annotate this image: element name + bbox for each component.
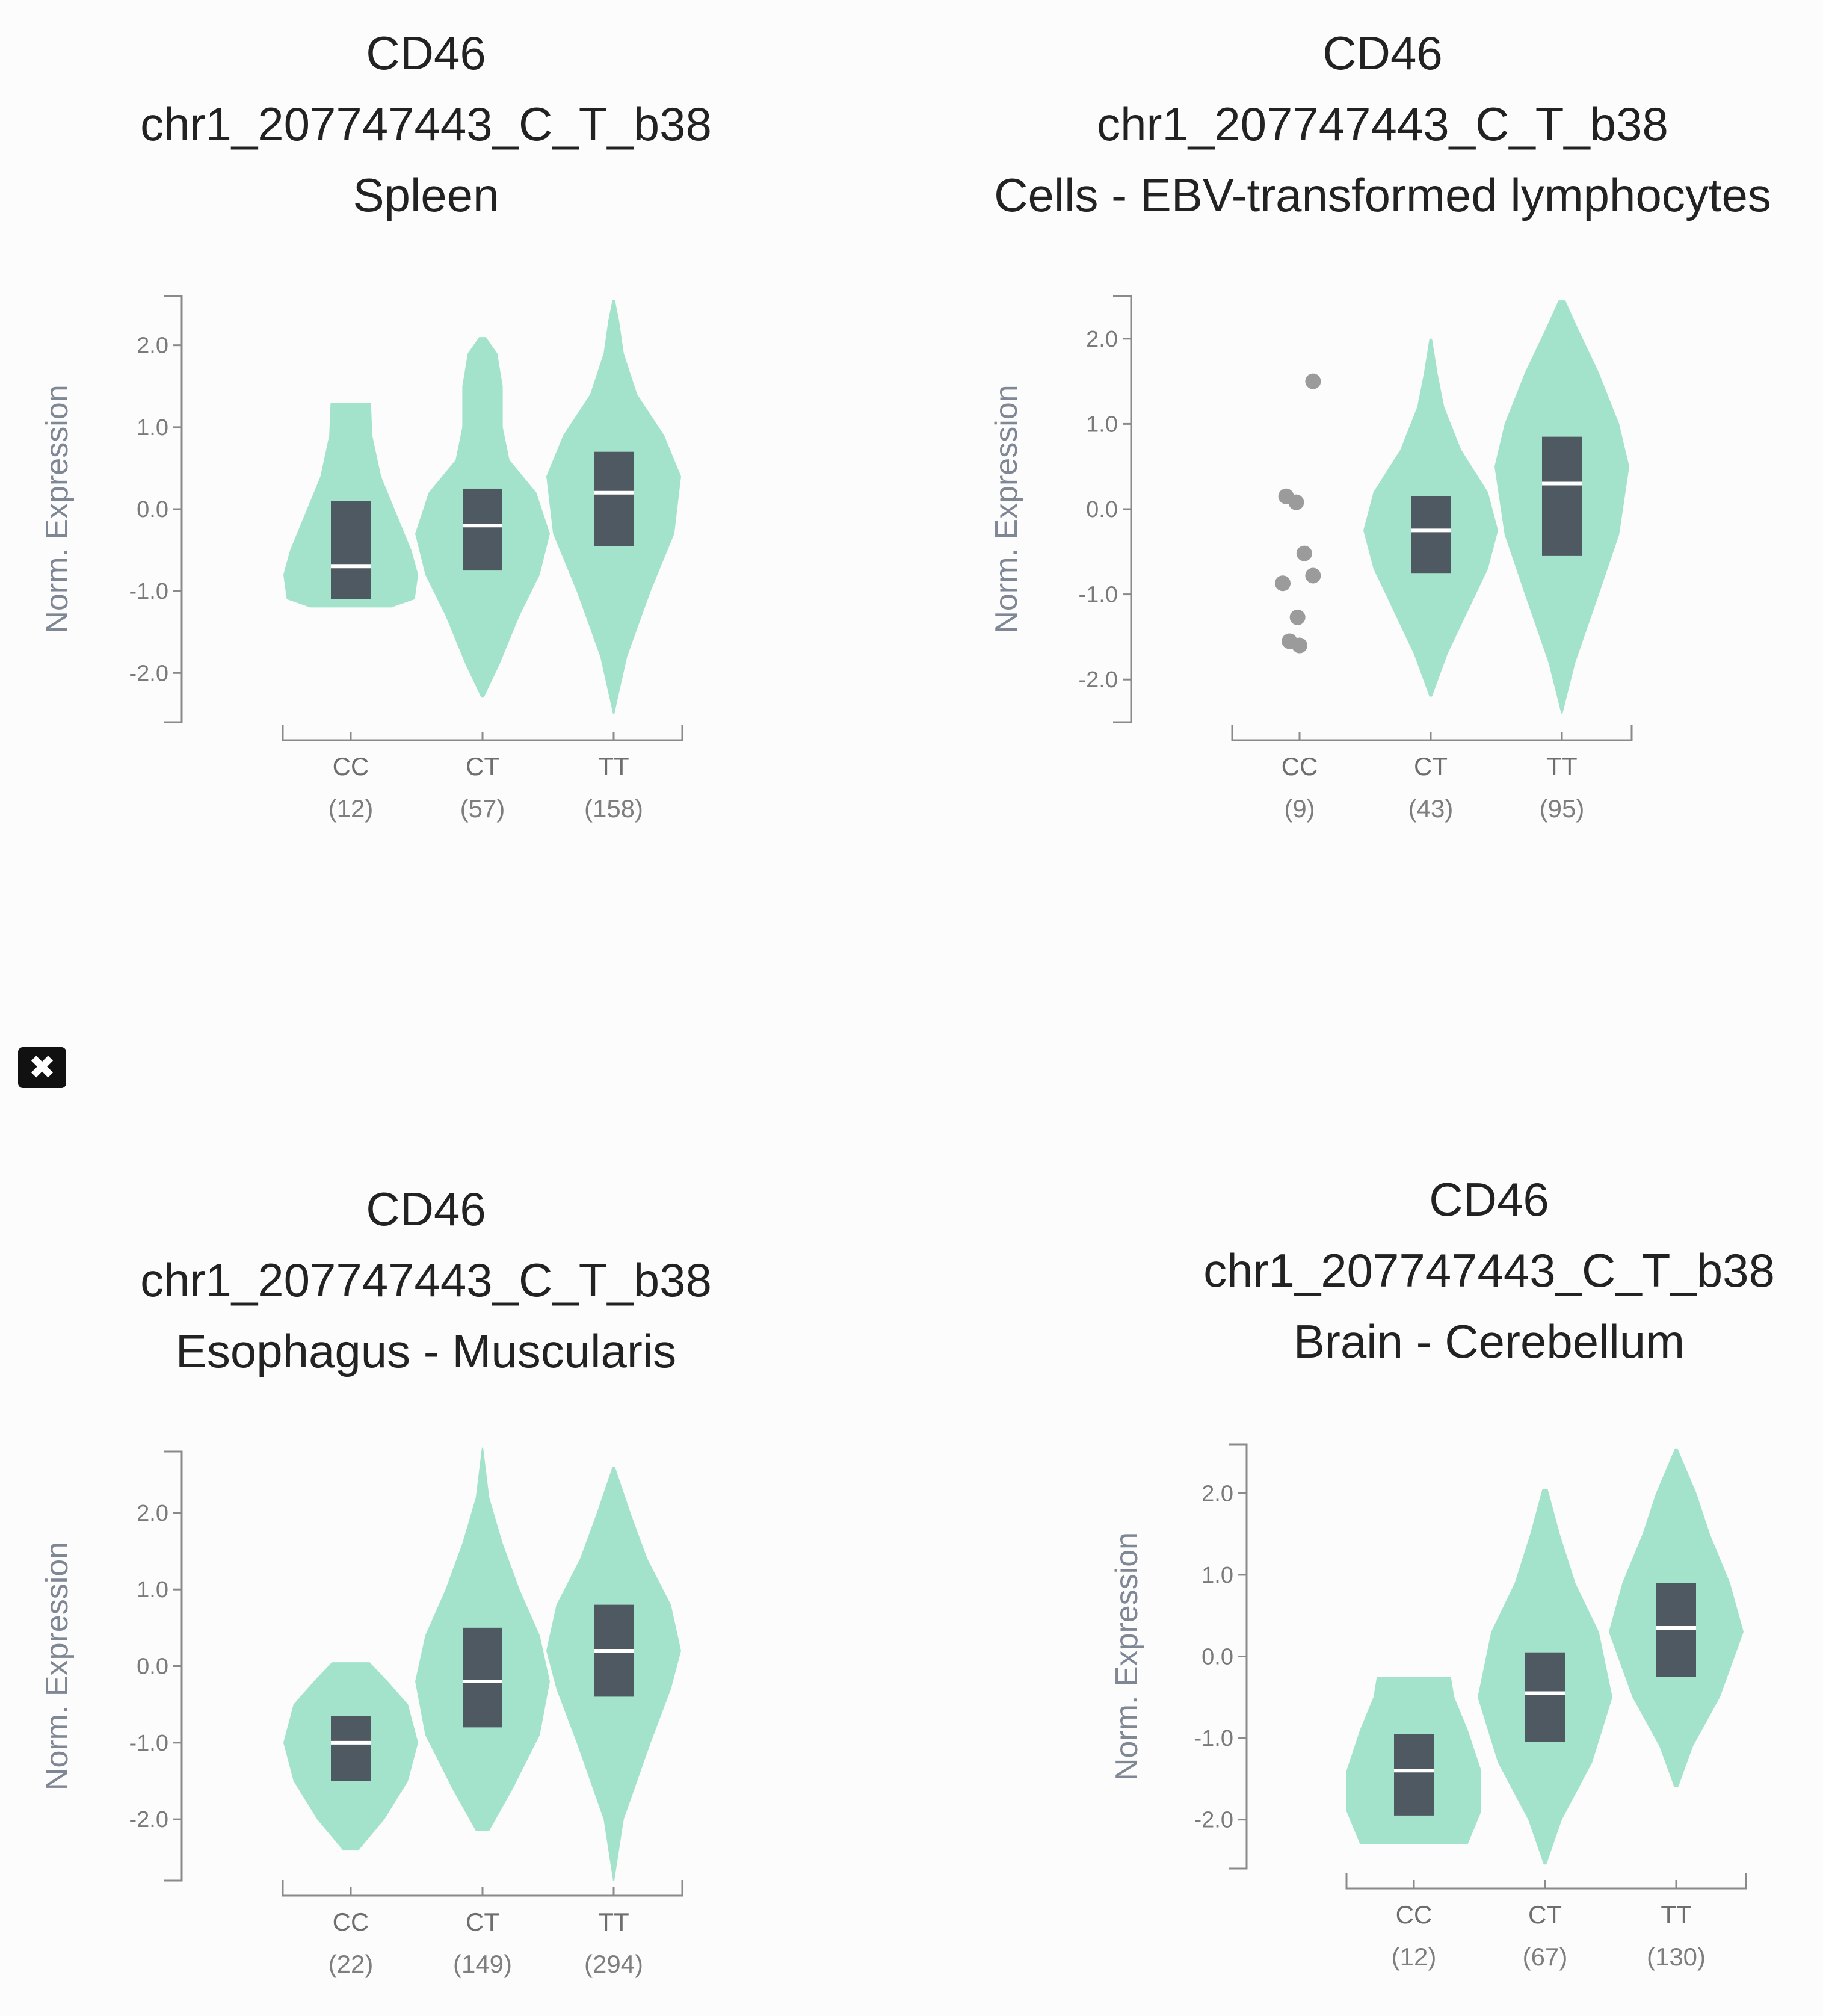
x-tick-label: TT (598, 1908, 629, 1936)
y-tick-label: -2.0 (1194, 1808, 1233, 1833)
y-tick-label: -2.0 (129, 661, 168, 686)
chart-title-gene: CD46 (1322, 26, 1442, 79)
y-tick-label: -1.0 (129, 579, 168, 604)
y-tick-label: 1.0 (137, 1577, 168, 1603)
y-tick-label: 0.0 (1201, 1645, 1233, 1670)
sample-count-label: (95) (1540, 794, 1585, 823)
close-button[interactable]: ✖ (18, 1047, 66, 1088)
y-axis-label: Norm. Expression (989, 385, 1024, 633)
box-CT (1411, 496, 1451, 574)
outlier-point (1296, 545, 1312, 561)
sample-count-label: (12) (1392, 1943, 1437, 1971)
x-tick-label: CT (466, 752, 499, 781)
y-tick-label: 2.0 (1201, 1481, 1233, 1506)
x-tick-label: CT (466, 1908, 499, 1936)
box-TT (1542, 436, 1582, 556)
y-tick-label: -1.0 (129, 1731, 168, 1756)
outlier-point (1305, 373, 1321, 389)
chart-panel-brain-cerebellum: CD46 chr1_207747443_C_T_b38 Brain - Cere… (1109, 1173, 1775, 1971)
chart-title-gene: CD46 (366, 1183, 486, 1235)
x-tick-label: TT (1661, 1900, 1691, 1929)
y-tick-label: 1.0 (137, 415, 168, 441)
chart-title-tissue: Esophagus - Muscularis (176, 1325, 676, 1377)
box-CC (1394, 1734, 1434, 1816)
sample-count-label: (149) (453, 1950, 512, 1978)
y-axis-label: Norm. Expression (40, 1542, 75, 1790)
chart-title-tissue: Cells - EBV-transformed lymphocytes (994, 169, 1771, 221)
y-axis-label: Norm. Expression (1109, 1532, 1144, 1781)
y-axis-label: Norm. Expression (40, 385, 75, 633)
y-tick-label: 0.0 (137, 497, 168, 522)
sample-count-label: (57) (460, 794, 505, 823)
y-tick-label: -1.0 (1079, 583, 1118, 608)
sample-count-label: (22) (329, 1950, 374, 1978)
x-axis (1231, 725, 1633, 741)
chart-title-gene: CD46 (366, 26, 486, 79)
x-tick-label: TT (598, 752, 629, 781)
y-tick-label: 2.0 (137, 333, 168, 359)
y-tick-label: 1.0 (1201, 1563, 1233, 1588)
outlier-point (1288, 494, 1304, 510)
y-tick-label: -1.0 (1194, 1726, 1233, 1751)
y-tick-label: 0.0 (137, 1654, 168, 1680)
chart-title-tissue: Spleen (353, 169, 499, 221)
sample-count-label: (12) (329, 794, 374, 823)
x-tick-label: TT (1546, 752, 1577, 781)
x-axis (1345, 1873, 1747, 1890)
chart-title-gene: CD46 (1429, 1173, 1549, 1226)
box-CT (1525, 1652, 1565, 1742)
y-tick-label: 2.0 (1086, 327, 1118, 352)
sample-count-label: (158) (584, 794, 643, 823)
chart-panel-ebv-lymphocytes: CD46 chr1_207747443_C_T_b38 Cells - EBV-… (989, 26, 1771, 823)
box-CC (331, 1716, 371, 1781)
chart-title-variant: chr1_207747443_C_T_b38 (140, 97, 712, 150)
outlier-point (1289, 609, 1306, 625)
sample-count-label: (130) (1647, 1943, 1706, 1971)
sample-count-label: (43) (1408, 794, 1454, 823)
chart-title-tissue: Brain - Cerebellum (1294, 1315, 1685, 1368)
chart-title-variant: chr1_207747443_C_T_b38 (140, 1254, 712, 1306)
outlier-point (1305, 567, 1321, 584)
box-TT (594, 451, 634, 546)
plot-area: 2.0 1.0 0.0 -1.0 -2.0 Norm. Expression CC (12) C… (40, 295, 683, 823)
x-tick-label: CC (333, 1908, 369, 1936)
y-tick-label: 2.0 (137, 1501, 168, 1526)
sample-count-label: (294) (584, 1950, 643, 1978)
outlier-point (1275, 575, 1291, 592)
x-tick-label: CC (333, 752, 369, 781)
plot-area: 2.0 1.0 0.0 -1.0 -2.0 Norm. Expression CC (9) CT… (989, 295, 1633, 823)
x-tick-label: CT (1414, 752, 1448, 781)
x-tick-label: CC (1282, 752, 1318, 781)
outlier-point (1292, 637, 1307, 654)
chart-panel-esophagus-muscularis: CD46 chr1_207747443_C_T_b38 Esophagus - … (40, 1183, 712, 1978)
plot-area: 2.0 1.0 0.0 -1.0 -2.0 Norm. Expression CC (12) C… (1109, 1443, 1747, 1971)
box-CC (331, 501, 371, 599)
y-tick-label: 0.0 (1086, 497, 1118, 522)
chart-title-variant: chr1_207747443_C_T_b38 (1097, 97, 1668, 150)
x-tick-label: CC (1396, 1900, 1433, 1929)
y-tick-label: -2.0 (1079, 667, 1118, 693)
close-icon: ✖ (28, 1048, 55, 1086)
box-CT (463, 1627, 502, 1728)
y-tick-label: -2.0 (129, 1807, 168, 1832)
x-tick-label: CT (1528, 1900, 1562, 1929)
sample-count-label: (9) (1284, 794, 1315, 823)
chart-panel-spleen: CD46 chr1_207747443_C_T_b38 Spleen 2.0 1.… (40, 26, 712, 823)
chart-title-variant: chr1_207747443_C_T_b38 (1203, 1244, 1775, 1297)
sample-count-label: (67) (1523, 1943, 1568, 1971)
close-button-bg (18, 1047, 66, 1088)
box-TT (1656, 1583, 1696, 1677)
plot-area: 2.0 1.0 0.0 -1.0 -2.0 Norm. Expression CC (22) C… (40, 1447, 683, 1978)
box-CT (463, 488, 502, 571)
y-tick-label: 1.0 (1086, 412, 1118, 437)
